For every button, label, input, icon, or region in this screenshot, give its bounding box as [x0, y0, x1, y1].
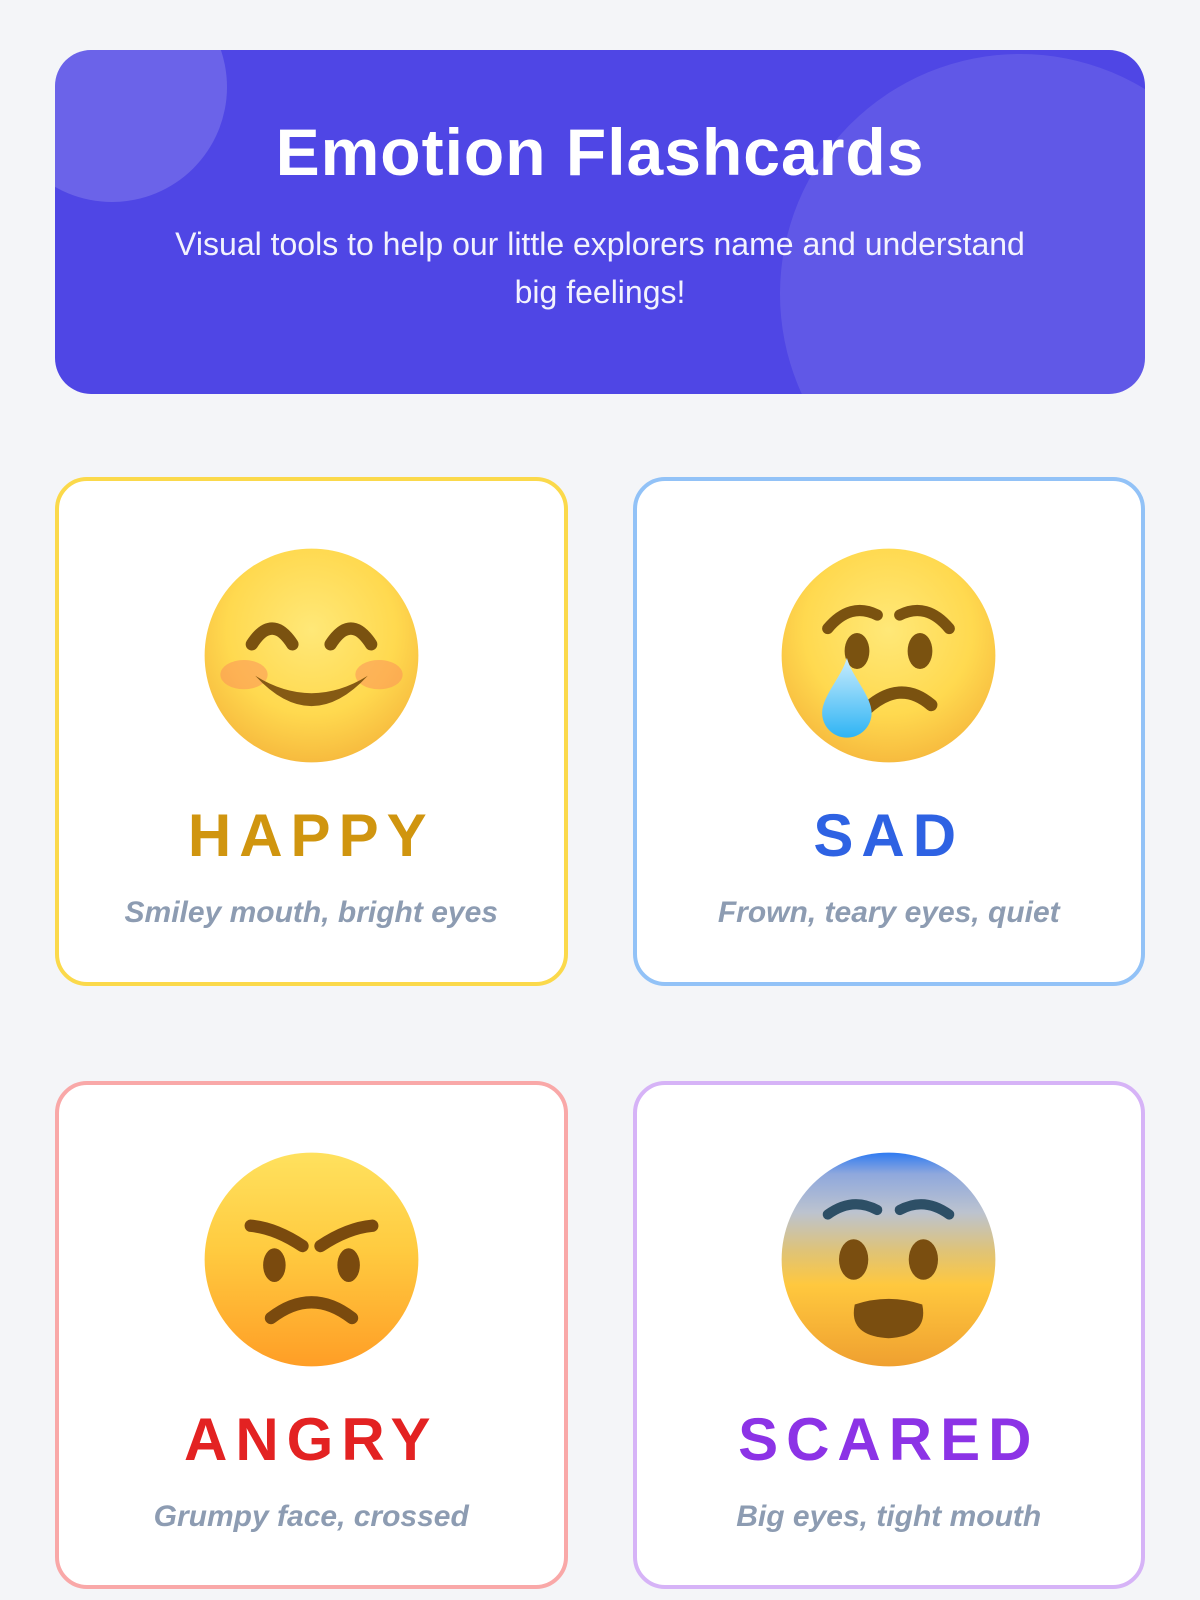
emotion-description: Smiley mouth, bright eyes	[124, 896, 498, 929]
emotion-description: Frown, teary eyes, quiet	[717, 896, 1060, 929]
emotion-description: Big eyes, tight mouth	[736, 1499, 1042, 1533]
emotion-title: SCARED	[738, 1405, 1040, 1473]
emotion-description: Grumpy face, crossed	[153, 1499, 469, 1533]
emotion-title: ANGRY	[184, 1405, 439, 1473]
page-title: Emotion Flashcards	[275, 115, 925, 189]
flashcard-happy[interactable]: HAPPY Smiley mouth, bright eyes	[55, 477, 568, 986]
fearful-face-icon	[776, 1147, 1001, 1372]
flashcards-grid: HAPPY Smiley mouth, bright eyes SAD Frow…	[55, 477, 1145, 1589]
smiling-face-with-smiling-eyes-icon	[199, 543, 424, 768]
emotion-title: SAD	[813, 802, 965, 869]
angry-face-icon	[199, 1147, 424, 1372]
emotion-title: HAPPY	[187, 802, 435, 869]
flashcard-sad[interactable]: SAD Frown, teary eyes, quiet	[632, 477, 1145, 986]
flashcard-angry[interactable]: ANGRY Grumpy face, crossed	[55, 1080, 568, 1589]
flashcard-scared[interactable]: SCARED Big eyes, tight mouth	[632, 1080, 1145, 1589]
page-subtitle: Visual tools to help our little explorer…	[175, 226, 1025, 310]
crying-face-icon	[776, 543, 1001, 768]
header-banner: Emotion Flashcards Visual tools to help …	[55, 50, 1145, 394]
